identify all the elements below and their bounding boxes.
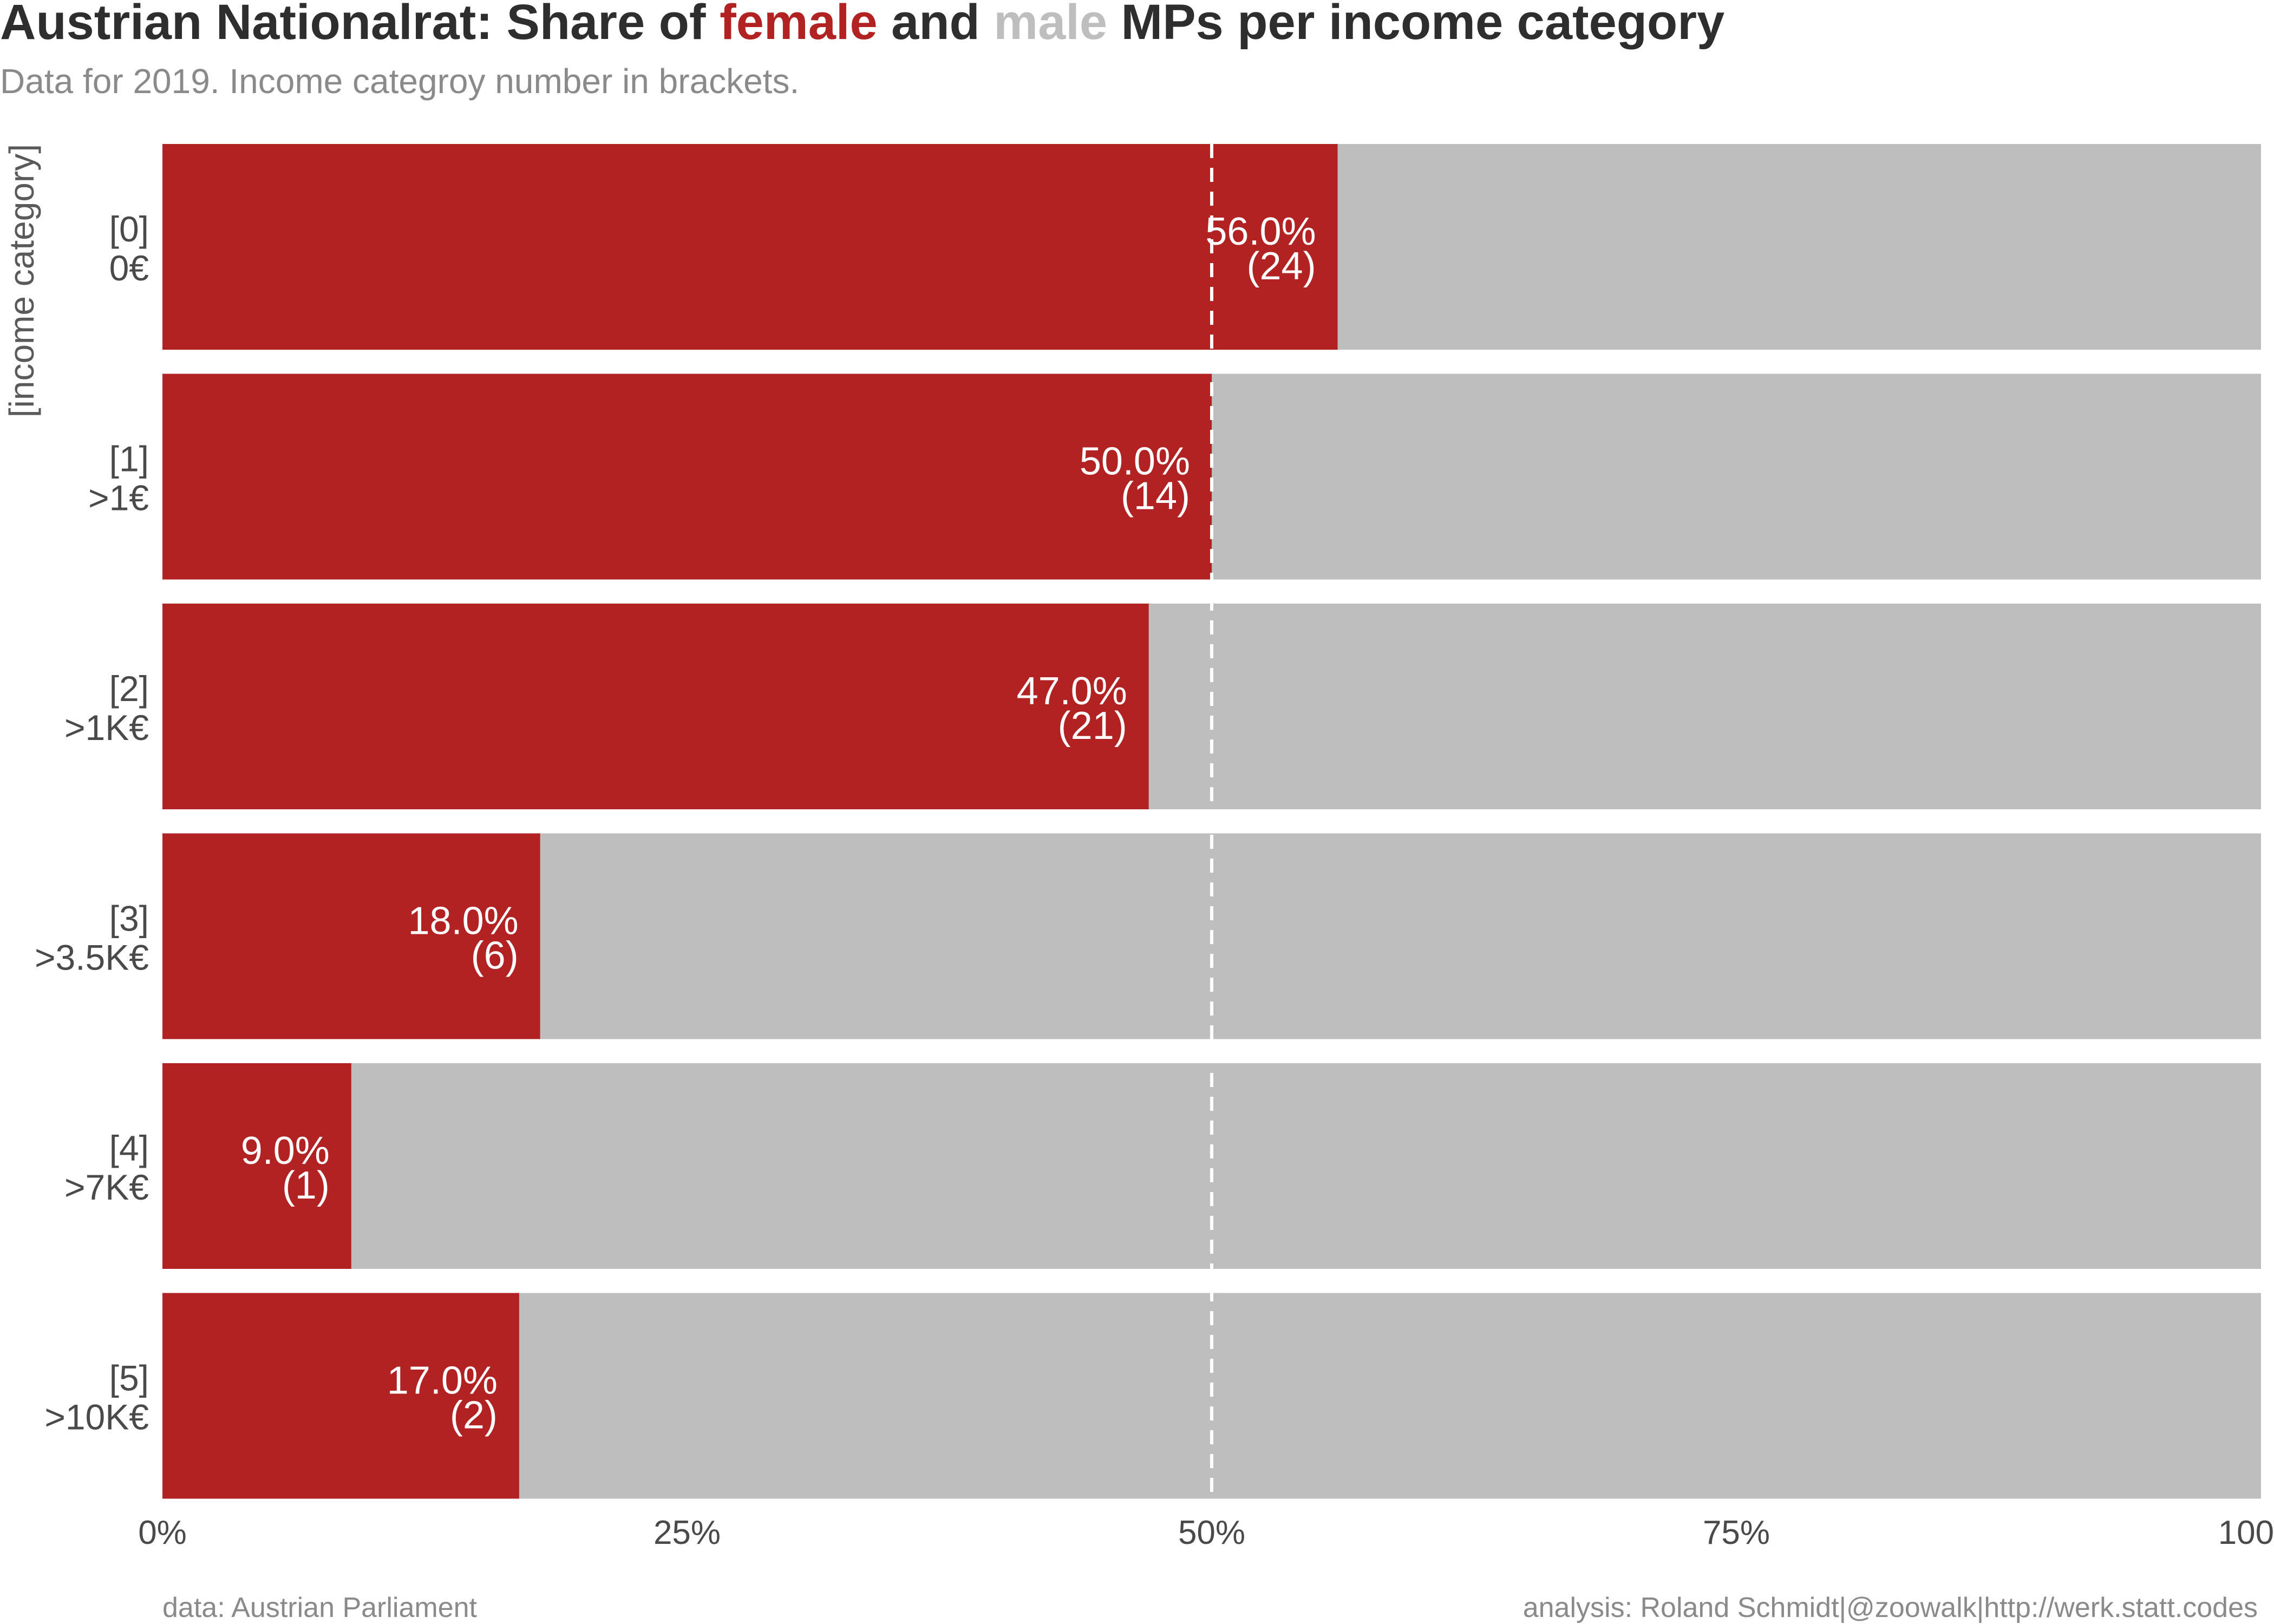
bar-male — [519, 1293, 2262, 1499]
y-axis-title: [income category] — [2, 144, 41, 417]
category-code: [4] — [109, 1128, 149, 1168]
data-label-percent: 9.0% — [241, 1129, 330, 1173]
data-label-count: (21) — [1058, 704, 1127, 748]
category-label: >10K€ — [44, 1397, 149, 1437]
bar-male — [1148, 604, 2261, 809]
data-label-count: (24) — [1247, 245, 1316, 288]
title-prefix: Austrian Nationalrat: Share of — [0, 0, 720, 50]
category-label: >3.5K€ — [35, 938, 149, 978]
data-label-percent: 50.0% — [1080, 440, 1190, 483]
x-tick-label: 50% — [1178, 1514, 1245, 1551]
category-code: [5] — [109, 1358, 149, 1398]
chart-subtitle: Data for 2019. Income categroy number in… — [0, 62, 799, 101]
category-code: [3] — [109, 899, 149, 939]
bar-female — [162, 1063, 351, 1269]
caption-credit: analysis: Roland Schmidt|@zoowalk|http:/… — [1523, 1592, 2258, 1623]
bar-male — [351, 1063, 2261, 1269]
data-label-count: (14) — [1121, 475, 1190, 518]
x-tick-label: 75% — [1703, 1514, 1770, 1551]
data-label-percent: 18.0% — [408, 900, 519, 943]
data-label-count: (1) — [282, 1164, 330, 1207]
data-label-percent: 17.0% — [387, 1359, 498, 1403]
category-label: >7K€ — [64, 1167, 149, 1207]
data-label-count: (6) — [471, 934, 519, 978]
x-tick-label: 25% — [654, 1514, 721, 1551]
category-code: [2] — [109, 669, 149, 709]
data-label-percent: 47.0% — [1017, 670, 1127, 713]
bar-female — [162, 833, 540, 1039]
bar-female — [162, 1293, 519, 1499]
data-label-percent: 56.0% — [1205, 210, 1316, 253]
title-middle: and — [878, 0, 994, 50]
bar-male — [1212, 374, 2261, 580]
title-suffix: MPs per income category — [1107, 0, 1724, 50]
x-tick-label: 0% — [138, 1514, 187, 1551]
category-code: [1] — [109, 439, 149, 479]
plot-area: [0]0€ [1]>1€ [2]>1K€ [3]>3.5K€ [4]>7K€ [5]>10… — [35, 144, 2274, 1551]
caption-source: data: Austrian Parliament — [162, 1592, 478, 1623]
title-female-word: female — [720, 0, 878, 50]
bar-female — [162, 374, 1212, 580]
chart-title: Austrian Nationalrat: Share of female an… — [0, 0, 1724, 50]
category-code: [0] — [109, 209, 149, 249]
category-label: >1K€ — [64, 708, 149, 748]
bar-male — [1337, 144, 2261, 350]
category-label: 0€ — [109, 248, 149, 288]
bar-female — [162, 144, 1338, 350]
bar-male — [540, 833, 2262, 1039]
category-label: >1€ — [88, 478, 149, 518]
bar-female — [162, 604, 1149, 809]
data-label-count: (2) — [450, 1394, 498, 1437]
x-tick-label: 100% — [2218, 1514, 2274, 1551]
title-male-word: male — [994, 0, 1107, 50]
